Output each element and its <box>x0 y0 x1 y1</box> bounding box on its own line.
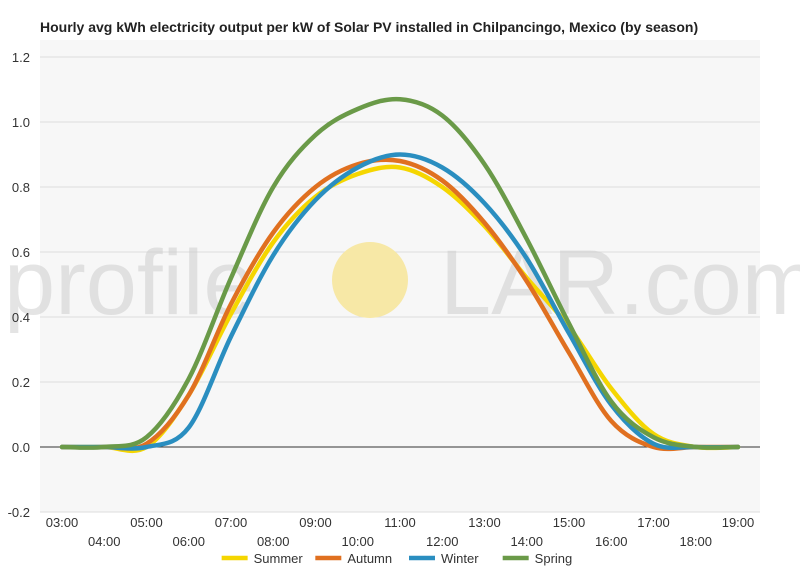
watermark-text-right: LAR.com <box>440 232 800 334</box>
y-tick-label: 0.6 <box>12 245 30 260</box>
y-tick-label: 0.2 <box>12 375 30 390</box>
x-tick-label: 06:00 <box>172 534 205 549</box>
watermark: profile LAR.com <box>4 232 800 334</box>
series-line-spring <box>59 96 741 450</box>
x-tick-label: 05:00 <box>130 515 163 530</box>
x-tick-label: 13:00 <box>468 515 501 530</box>
y-tick-label: -0.2 <box>8 505 30 520</box>
chart-title: Hourly avg kWh electricity output per kW… <box>40 19 699 35</box>
x-tick-label: 10:00 <box>341 534 374 549</box>
legend-label-spring: Spring <box>535 551 573 566</box>
watermark-sun <box>332 242 408 318</box>
legend-label-summer: Summer <box>254 551 304 566</box>
series-lines <box>59 96 741 454</box>
series-line-autumn <box>59 157 741 452</box>
y-tick-label: 0.4 <box>12 310 30 325</box>
y-tick-label: 0.8 <box>12 180 30 195</box>
legend-label-winter: Winter <box>441 551 479 566</box>
x-tick-label: 08:00 <box>257 534 290 549</box>
legend-label-autumn: Autumn <box>347 551 392 566</box>
x-tick-label: 18:00 <box>679 534 712 549</box>
x-tick-label: 04:00 <box>88 534 121 549</box>
x-tick-label: 15:00 <box>553 515 586 530</box>
y-tick-label: 0.0 <box>12 440 30 455</box>
x-tick-label: 14:00 <box>510 534 543 549</box>
x-tick-label: 11:00 <box>384 515 416 530</box>
x-tick-label: 09:00 <box>299 515 332 530</box>
y-tick-label: 1.2 <box>12 50 30 65</box>
x-tick-label: 12:00 <box>426 534 459 549</box>
watermark-text-left: profile <box>4 232 255 334</box>
y-tick-label: 1.0 <box>12 115 30 130</box>
x-tick-label: 19:00 <box>722 515 755 530</box>
x-tick-label: 17:00 <box>637 515 670 530</box>
x-tick-label: 16:00 <box>595 534 628 549</box>
gridlines <box>40 56 760 513</box>
x-tick-label: 07:00 <box>215 515 248 530</box>
axes: -0.2 0.0 0.2 0.4 0.6 0.8 1.0 1.2 03:00 04:00 05:00… <box>8 50 755 549</box>
legend: Summer Autumn Winter Spring <box>221 551 573 566</box>
x-tick-label: 03:00 <box>46 515 79 530</box>
